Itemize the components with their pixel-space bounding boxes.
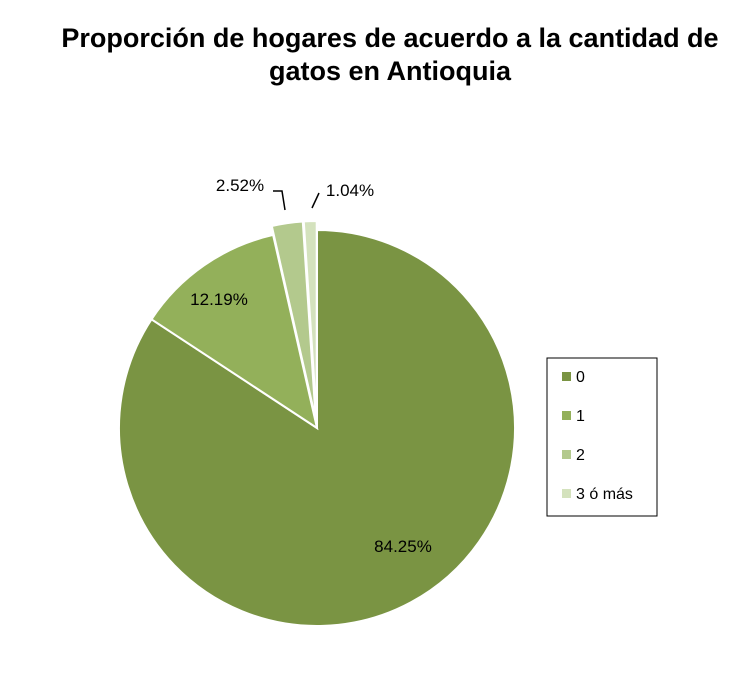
legend-label-1: 1	[576, 408, 585, 425]
leader-line-2	[273, 190, 286, 211]
legend: 0 1 2 3 ó más	[546, 357, 658, 517]
data-label-1: 12.19%	[190, 290, 248, 309]
legend-label-2: 2	[576, 447, 585, 464]
pie-slice-3	[302, 220, 318, 420]
legend-swatch-0	[562, 372, 571, 381]
legend-swatch-1	[562, 411, 571, 420]
pie-slice-1	[150, 233, 319, 431]
legend-swatch-2	[562, 450, 571, 459]
data-label-0: 84.25%	[374, 537, 432, 556]
chart-title: Proporción de hogares de acuerdo a la ca…	[61, 23, 719, 86]
legend-swatch-3	[562, 489, 571, 498]
legend-label-3: 3 ó más	[576, 486, 633, 503]
pie-slice-2	[270, 220, 317, 420]
legend-label-0: 0	[576, 369, 585, 386]
pie-slices	[118, 220, 516, 627]
data-label-2: 2.52%	[216, 176, 264, 195]
data-label-3: 1.04%	[326, 181, 374, 200]
pie-slice-0	[118, 228, 516, 627]
leader-lines	[273, 190, 320, 211]
leader-line-3	[311, 192, 320, 209]
data-labels: 84.25% 12.19% 2.52% 1.04%	[190, 176, 432, 556]
